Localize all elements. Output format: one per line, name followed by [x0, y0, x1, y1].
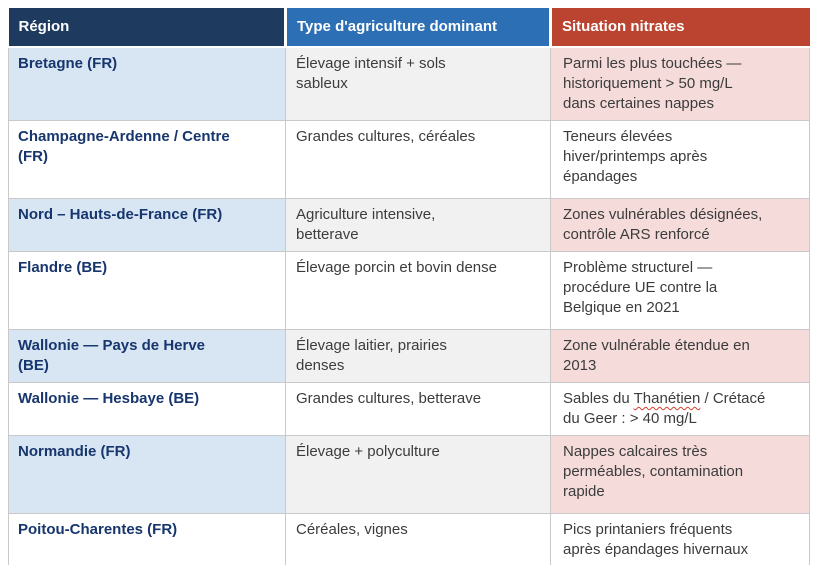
cell-region[interactable]: Wallonie — Pays de Herve (BE)	[8, 329, 286, 383]
table-row-poitou-charentes: Poitou-Charentes (FR) Céréales, vignes P…	[8, 513, 810, 565]
cell-agriculture[interactable]: Céréales, vignes	[285, 513, 551, 565]
cell-region[interactable]: Bretagne (FR)	[8, 46, 286, 121]
cell-nitrates[interactable]: Problème structurel — procédure UE contr…	[550, 251, 810, 330]
table-row-flandre: Flandre (BE) Élevage porcin et bovin den…	[8, 251, 810, 330]
cell-region[interactable]: Poitou-Charentes (FR)	[8, 513, 286, 565]
cell-agriculture[interactable]: Grandes cultures, betterave	[285, 382, 551, 436]
cell-nitrates[interactable]: Nappes calcaires très perméables, contam…	[550, 435, 810, 514]
cell-text: Sables du	[563, 390, 634, 407]
cell-agriculture[interactable]: Élevage porcin et bovin dense	[285, 251, 551, 330]
cell-nitrates[interactable]: Zones vulnérables désignées, contrôle AR…	[550, 198, 810, 252]
table-row-champagne-ardenne-centre: Champagne-Ardenne / Centre (FR) Grandes …	[8, 120, 810, 199]
cell-region[interactable]: Flandre (BE)	[8, 251, 286, 330]
cell-agriculture[interactable]: Élevage laitier, prairies denses	[285, 329, 551, 383]
table-row-bretagne: Bretagne (FR) Élevage intensif + sols sa…	[8, 46, 810, 121]
table-header-row: Région Type d'agriculture dominant Situa…	[8, 8, 810, 48]
table-row-nord-hauts-de-france: Nord – Hauts-de-France (FR) Agriculture …	[8, 198, 810, 252]
table-row-normandie: Normandie (FR) Élevage + polyculture Nap…	[8, 435, 810, 514]
cell-region[interactable]: Wallonie — Hesbaye (BE)	[8, 382, 286, 436]
cell-text: / Crétacé du Geer : > 40 mg/L	[563, 390, 766, 427]
cell-nitrates[interactable]: Parmi les plus touchées — historiquement…	[550, 46, 810, 121]
cell-agriculture[interactable]: Agriculture intensive, betterave	[285, 198, 551, 252]
cell-region[interactable]: Nord – Hauts-de-France (FR)	[8, 198, 286, 252]
nitrates-table: Région Type d'agriculture dominant Situa…	[8, 8, 810, 565]
table-row-wallonie-pays-de-herve: Wallonie — Pays de Herve (BE) Élevage la…	[8, 329, 810, 383]
cell-agriculture[interactable]: Élevage + polyculture	[285, 435, 551, 514]
misspelled-word-thanetien[interactable]: Thanétien	[633, 390, 701, 407]
cell-agriculture[interactable]: Grandes cultures, céréales	[285, 120, 551, 199]
column-header-nitrates[interactable]: Situation nitrates	[550, 8, 810, 48]
table-row-wallonie-hesbaye: Wallonie — Hesbaye (BE) Grandes cultures…	[8, 382, 810, 436]
cell-region[interactable]: Normandie (FR)	[8, 435, 286, 514]
cell-nitrates[interactable]: Zone vulnérable étendue en 2013	[550, 329, 810, 383]
column-header-agriculture[interactable]: Type d'agriculture dominant	[285, 8, 552, 48]
cell-agriculture[interactable]: Élevage intensif + sols sableux	[285, 46, 551, 121]
cell-nitrates[interactable]: Pics printaniers fréquents après épandag…	[550, 513, 810, 565]
column-header-region[interactable]: Région	[8, 8, 287, 48]
cell-nitrates[interactable]: Teneurs élevées hiver/printemps après ép…	[550, 120, 810, 199]
cell-nitrates[interactable]: Sables du Thanétien / Crétacé du Geer : …	[550, 382, 810, 436]
cell-region[interactable]: Champagne-Ardenne / Centre (FR)	[8, 120, 286, 199]
